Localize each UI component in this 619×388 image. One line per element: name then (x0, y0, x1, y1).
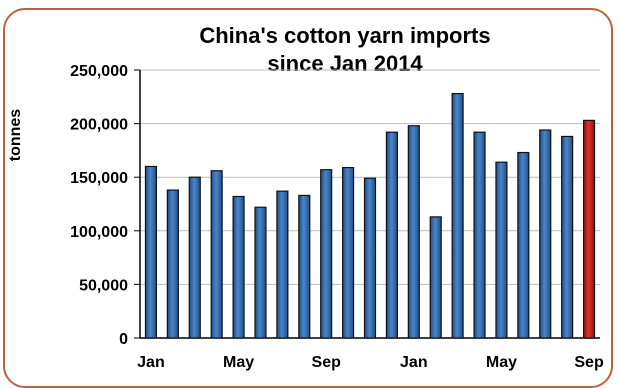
x-tick-label: Sep (312, 354, 342, 371)
chart-title-line-2: since Jan 2014 (267, 51, 423, 76)
bar (363, 177, 377, 339)
bar (407, 125, 420, 339)
x-tick-label: Jan (137, 354, 165, 371)
bar-highlight (582, 119, 596, 339)
bar (429, 216, 442, 339)
y-tick-label: 50,000 (79, 277, 128, 294)
bar (210, 170, 223, 339)
y-tick-label: 250,000 (70, 63, 128, 80)
bar (298, 194, 311, 339)
bar (144, 165, 158, 339)
x-tick-label: May (486, 354, 517, 371)
bar (188, 176, 201, 339)
bar (385, 131, 398, 339)
y-tick-label: 150,000 (70, 170, 128, 187)
x-tick-label: Sep (574, 354, 604, 371)
x-tick-label: May (223, 354, 254, 371)
bar (232, 195, 245, 339)
x-tick-label: Jan (400, 354, 428, 371)
bar (495, 161, 508, 339)
bar (561, 135, 574, 339)
bar (166, 189, 179, 339)
bar (320, 169, 333, 339)
y-tick-label: 0 (119, 331, 128, 348)
bar (254, 206, 267, 339)
bar (539, 129, 552, 339)
bar (276, 190, 289, 339)
chart-title: China's cotton yarn imports since Jan 20… (150, 22, 540, 78)
y-tick-label: 200,000 (70, 117, 128, 134)
bar (342, 166, 355, 339)
bar (451, 92, 464, 339)
chart-title-line-1: China's cotton yarn imports (199, 23, 491, 48)
bar (473, 131, 486, 339)
y-tick-label: 100,000 (70, 224, 128, 241)
bar (517, 151, 530, 339)
